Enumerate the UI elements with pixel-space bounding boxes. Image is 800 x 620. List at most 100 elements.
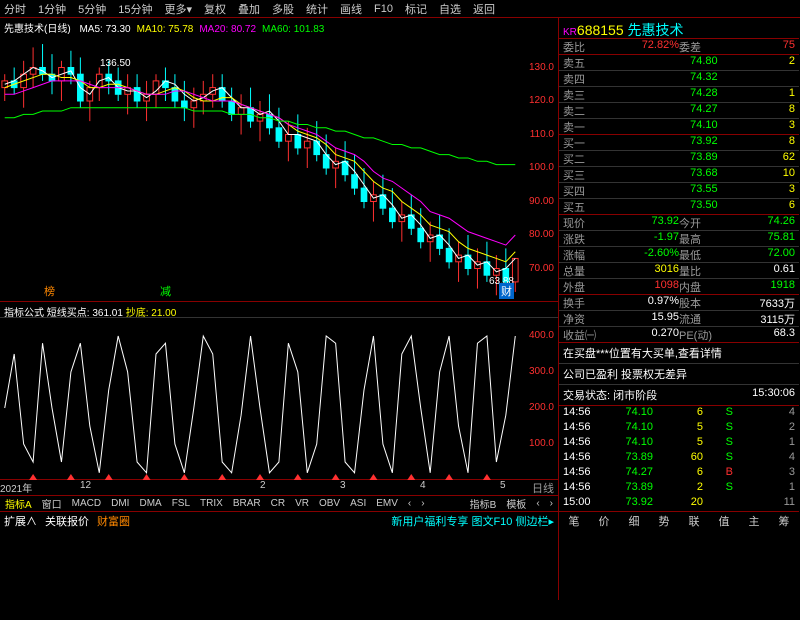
stock-title: KR688155 先惠技术	[559, 18, 799, 38]
toolbar-item[interactable]: 画线	[340, 1, 362, 17]
toolbar-item[interactable]: 更多▾	[165, 1, 193, 17]
indicator-tab[interactable]: DMA	[136, 498, 164, 509]
chart-panel: 先惠技术(日线) MA5: 73.30MA10: 75.78MA20: 80.7…	[0, 18, 559, 600]
toolbar-item[interactable]: 叠加	[238, 1, 260, 17]
y-tick: 120.0	[529, 95, 554, 106]
trade-row: 14:5674.105S2	[559, 421, 799, 436]
tab-right[interactable]: 模板	[503, 496, 529, 511]
indicator-tab[interactable]: ASI	[347, 498, 369, 509]
right-tab[interactable]: 价	[599, 513, 610, 529]
indicator-yaxis: 400.0300.0200.0100.0	[520, 318, 558, 480]
indicator-tab[interactable]: ›	[418, 498, 427, 509]
badge-cai[interactable]: 财	[499, 283, 514, 299]
bid-row: 买四73.553	[559, 182, 799, 198]
toolbar-item[interactable]: 1分钟	[38, 1, 66, 17]
indicator-canvas	[0, 318, 520, 480]
tab-right[interactable]: 指标B	[467, 496, 500, 511]
bid-row: 买一73.928	[559, 134, 799, 150]
time-tick: 3	[340, 480, 346, 491]
indicator-tab[interactable]: MACD	[69, 498, 104, 509]
bid-row: 买五73.506	[559, 198, 799, 214]
right-tab[interactable]: 细	[629, 513, 640, 529]
quote-row: 外盘1098内盘1918	[559, 278, 799, 294]
diff-label: 委差	[679, 39, 737, 54]
note-1[interactable]: 在买盘***位置有大买单,查看详情	[559, 342, 799, 363]
ask-row: 卖一74.103	[559, 118, 799, 134]
y-tick: 130.0	[529, 62, 554, 73]
toolbar-item[interactable]: 15分钟	[118, 1, 152, 17]
right-tab[interactable]: 势	[659, 513, 670, 529]
quote-row: 现价73.92今开74.26	[559, 214, 799, 230]
time-tick: 2	[260, 480, 266, 491]
chart-canvas	[0, 34, 520, 302]
indicator-tab[interactable]: 窗口	[39, 496, 65, 511]
tab-group-a[interactable]: 指标A	[2, 496, 35, 511]
tab-right[interactable]: ›	[547, 498, 556, 509]
toolbar-item[interactable]: 自选	[439, 1, 461, 17]
quote-row: 涨跌-1.97最高75.81	[559, 230, 799, 246]
badge-jian[interactable]: 减	[160, 283, 171, 299]
toolbar-item[interactable]: 分时	[4, 1, 26, 17]
bottom-item[interactable]: 财富圈	[97, 513, 130, 529]
indicator-tab[interactable]: CR	[268, 498, 288, 509]
indicator-tab[interactable]: EMV	[373, 498, 401, 509]
toolbar-item[interactable]: 多股	[272, 1, 294, 17]
ind-y-tick: 300.0	[529, 366, 554, 377]
ind-y-tick: 200.0	[529, 402, 554, 413]
quote-row2: 收益㈠0.270PE(动)68.3	[559, 326, 799, 342]
indicator-header: 指标公式 短线买点: 361.01 抄底: 21.00	[0, 302, 558, 318]
indicator-chart[interactable]: 400.0300.0200.0100.0	[0, 318, 558, 480]
quote-row: 总量3016量比0.61	[559, 262, 799, 278]
trade-row: 14:5673.892S1	[559, 481, 799, 496]
right-tab[interactable]: 值	[719, 513, 730, 529]
chart-header: 先惠技术(日线) MA5: 73.30MA10: 75.78MA20: 80.7…	[0, 18, 558, 34]
right-tabs: 笔价细势联值主筹	[559, 511, 799, 529]
bottom-item[interactable]: 关联报价	[45, 513, 89, 529]
ask-row: 卖五74.802	[559, 54, 799, 70]
ask-row: 卖二74.278	[559, 102, 799, 118]
candlestick-chart[interactable]: 130.0120.0110.0100.090.0080.0070.00 136.…	[0, 34, 558, 302]
bottom-item[interactable]: 扩展∧	[4, 513, 37, 529]
right-tab[interactable]: 主	[749, 513, 760, 529]
right-tab[interactable]: 联	[689, 513, 700, 529]
time-axis: 日线 2021年122345	[0, 480, 558, 496]
toolbar-item[interactable]: 复权	[204, 1, 226, 17]
trade-row: 14:5674.106S4	[559, 406, 799, 421]
indicator-tab[interactable]: TRIX	[197, 498, 226, 509]
time-tick: 12	[80, 480, 91, 491]
time-tick: 2021年	[0, 480, 32, 495]
toolbar-item[interactable]: F10	[374, 3, 393, 15]
tab-right[interactable]: ‹	[533, 498, 542, 509]
right-tab[interactable]: 筹	[779, 513, 790, 529]
y-tick: 70.00	[529, 263, 554, 274]
quote-row2: 换手0.97%股本7633万	[559, 294, 799, 310]
bid-row: 买二73.8962	[559, 150, 799, 166]
status-value: 闭市阶段	[613, 390, 657, 402]
trade-row: 15:0073.922011	[559, 496, 799, 511]
toolbar-item[interactable]: 标记	[405, 1, 427, 17]
quote-panel: KR688155 先惠技术 委比 72.82% 委差 75 卖五74.802卖四…	[559, 18, 799, 600]
indicator-tab[interactable]: VR	[292, 498, 312, 509]
bid-row: 买三73.6810	[559, 166, 799, 182]
top-toolbar: 分时 1分钟 5分钟 15分钟更多▾ 复权叠加多股统计画线 F10 标记自选返回	[0, 0, 800, 18]
badge-bang[interactable]: 榜	[44, 283, 55, 299]
stock-prefix: KR	[563, 27, 577, 38]
toolbar-item[interactable]: 5分钟	[78, 1, 106, 17]
ind-y-tick: 100.0	[529, 438, 554, 449]
toolbar-item[interactable]: 返回	[473, 1, 495, 17]
time-tick: 4	[420, 480, 426, 491]
indicator-tab[interactable]: BRAR	[230, 498, 264, 509]
bottom-right[interactable]: 新用户福利专享 图文F10 侧边栏▸	[391, 513, 554, 529]
y-tick: 80.00	[529, 229, 554, 240]
indicator-tab[interactable]: OBV	[316, 498, 343, 509]
y-tick: 100.0	[529, 162, 554, 173]
indicator-tab[interactable]: ‹	[405, 498, 414, 509]
ask-row: 卖四74.32	[559, 70, 799, 86]
indicator-tab[interactable]: DMI	[108, 498, 132, 509]
ask-row: 卖三74.281	[559, 86, 799, 102]
right-tab[interactable]: 笔	[569, 513, 580, 529]
indicator-tab[interactable]: FSL	[169, 498, 193, 509]
indicator-tabs: 指标A 窗口 MACD DMI DMA FSL TRIX BRAR CR VR OBV ASI EMV ‹…	[0, 496, 558, 512]
time-tick: 5	[500, 480, 506, 491]
toolbar-item[interactable]: 统计	[306, 1, 328, 17]
